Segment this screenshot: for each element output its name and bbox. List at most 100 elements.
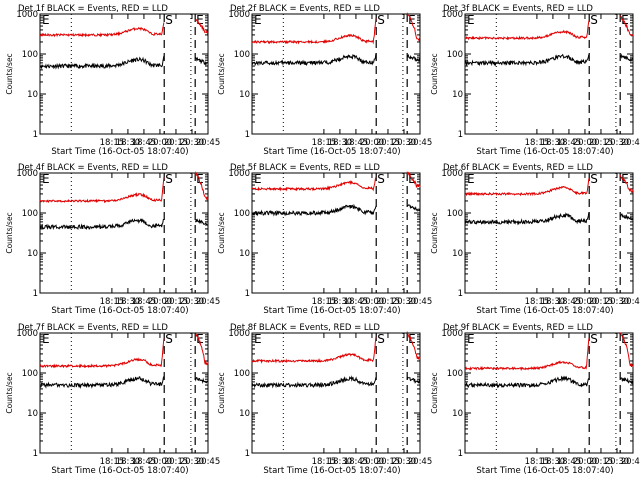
time-marker-label: E — [254, 13, 262, 27]
x-tick-label: 18:15 — [100, 297, 125, 307]
x-tick-label: 20:15 — [164, 457, 189, 467]
series-events — [194, 376, 209, 384]
x-tick-label: 20:30 — [392, 138, 417, 148]
panel-title: Det 2f BLACK = Events, RED = LLD — [230, 4, 380, 14]
y-tick-label: 1000 — [228, 329, 250, 339]
series-lld — [39, 176, 165, 204]
x-tick-label: 20:15 — [589, 138, 614, 148]
series-lld — [620, 15, 634, 37]
x-tick-label: 20:45 — [621, 457, 640, 467]
y-tick-label: 10 — [452, 249, 463, 259]
series-events — [464, 375, 590, 389]
x-tick-label: 20:15 — [376, 138, 401, 148]
series-lld — [464, 178, 590, 197]
series-events — [406, 54, 421, 63]
time-marker-label: S — [590, 13, 598, 27]
x-tick-label: 18:45 — [557, 457, 582, 467]
x-tick-label: 20:45 — [196, 138, 221, 148]
y-axis-label: Counts/sec — [217, 53, 226, 94]
series-events — [251, 203, 377, 217]
x-tick-label: 20:00 — [360, 138, 385, 148]
panel-det-7f: Det 7f BLACK = Events, RED = LLD 1 10 100 10… — [5, 323, 220, 476]
series-events — [39, 218, 165, 231]
series-events — [619, 213, 634, 221]
panel-det-6f: Det 6f BLACK = Events, RED = LLD 1 10 100 10… — [430, 163, 640, 316]
x-axis-label: Start Time (16-Oct-05 18:07:40) — [51, 147, 188, 157]
x-tick-label: 20:15 — [376, 297, 401, 307]
y-axis-label: Counts/sec — [430, 212, 439, 253]
y-tick-label: 1000 — [228, 10, 250, 20]
x-tick-label: 18:30 — [116, 297, 141, 307]
time-marker-label: S — [590, 332, 598, 346]
x-tick-label: 18:15 — [525, 457, 550, 467]
x-tick-label: 18:15 — [312, 138, 337, 148]
y-tick-label: 1 — [245, 289, 250, 299]
y-tick-label: 10 — [27, 90, 38, 100]
y-tick-label: 10 — [27, 249, 38, 259]
time-marker-label: E — [196, 13, 204, 27]
series-lld — [619, 332, 634, 367]
y-tick-label: 100 — [447, 50, 463, 60]
panel-det-5f: Det 5f BLACK = Events, RED = LLD 1 10 100 10… — [217, 163, 432, 316]
x-tick-label: 20:00 — [360, 297, 385, 307]
series-lld — [251, 176, 377, 192]
x-tick-label: 18:15 — [312, 297, 337, 307]
panel-det-4f: Det 4f BLACK = Events, RED = LLD 1 10 100 10… — [5, 163, 220, 316]
time-marker-label: S — [590, 172, 598, 186]
x-axis-label: Start Time (16-Oct-05 18:07:40) — [476, 466, 613, 476]
y-tick-label: 100 — [234, 50, 250, 60]
series-events — [39, 55, 165, 70]
series-events — [406, 204, 421, 212]
plot-frame — [251, 13, 421, 135]
x-tick-label: 18:30 — [328, 457, 353, 467]
time-marker-label: E — [621, 172, 629, 186]
x-tick-label: 20:00 — [148, 457, 173, 467]
x-tick-label: 18:15 — [525, 138, 550, 148]
time-marker-label: E — [254, 172, 262, 186]
time-marker-label: E — [621, 332, 629, 346]
y-tick-label: 1 — [458, 289, 463, 299]
y-tick-label: 1 — [33, 449, 38, 459]
y-tick-label: 10 — [239, 409, 250, 419]
panel-det-8f: Det 8f BLACK = Events, RED = LLD 1 10 100 10… — [217, 323, 432, 476]
x-tick-label: 18:30 — [541, 297, 566, 307]
time-marker-label: S — [377, 172, 385, 186]
x-tick-label: 18:15 — [525, 297, 550, 307]
y-tick-label: 10 — [452, 90, 463, 100]
y-tick-label: 1000 — [16, 169, 38, 179]
time-marker-label: S — [165, 172, 173, 186]
x-tick-label: 20:45 — [408, 297, 433, 307]
x-tick-label: 18:45 — [132, 138, 157, 148]
time-marker-label: E — [467, 13, 475, 27]
panel-det-3f: Det 3f BLACK = Events, RED = LLD 1 10 100 10… — [430, 4, 640, 157]
x-tick-label: 20:00 — [148, 297, 173, 307]
x-tick-label: 18:45 — [344, 138, 369, 148]
series-events — [251, 375, 377, 389]
plot-frame — [251, 332, 421, 454]
y-tick-label: 1000 — [16, 10, 38, 20]
x-tick-label: 18:30 — [328, 297, 353, 307]
series-events — [194, 56, 209, 67]
x-tick-label: 20:30 — [605, 297, 630, 307]
x-tick-label: 20:15 — [164, 138, 189, 148]
series-events — [619, 376, 634, 386]
panel-title: Det 4f BLACK = Events, RED = LLD — [18, 163, 168, 173]
time-marker-label: E — [42, 332, 50, 346]
x-axis-label: Start Time (16-Oct-05 18:07:40) — [51, 306, 188, 316]
y-axis-label: Counts/sec — [430, 53, 439, 94]
panel-title: Det 1f BLACK = Events, RED = LLD — [18, 4, 168, 14]
x-tick-label: 20:30 — [392, 457, 417, 467]
x-tick-label: 20:30 — [180, 297, 205, 307]
series-lld — [406, 331, 421, 360]
time-marker-label: E — [42, 172, 50, 186]
y-tick-label: 1000 — [441, 329, 463, 339]
time-marker-label: E — [467, 172, 475, 186]
time-marker-label: E — [467, 332, 475, 346]
series-lld — [406, 171, 421, 189]
x-tick-label: 20:45 — [408, 138, 433, 148]
y-axis-label: Counts/sec — [430, 372, 439, 413]
x-tick-label: 20:00 — [360, 457, 385, 467]
series-lld — [39, 22, 165, 38]
x-tick-label: 20:00 — [573, 297, 598, 307]
x-tick-label: 20:15 — [589, 297, 614, 307]
